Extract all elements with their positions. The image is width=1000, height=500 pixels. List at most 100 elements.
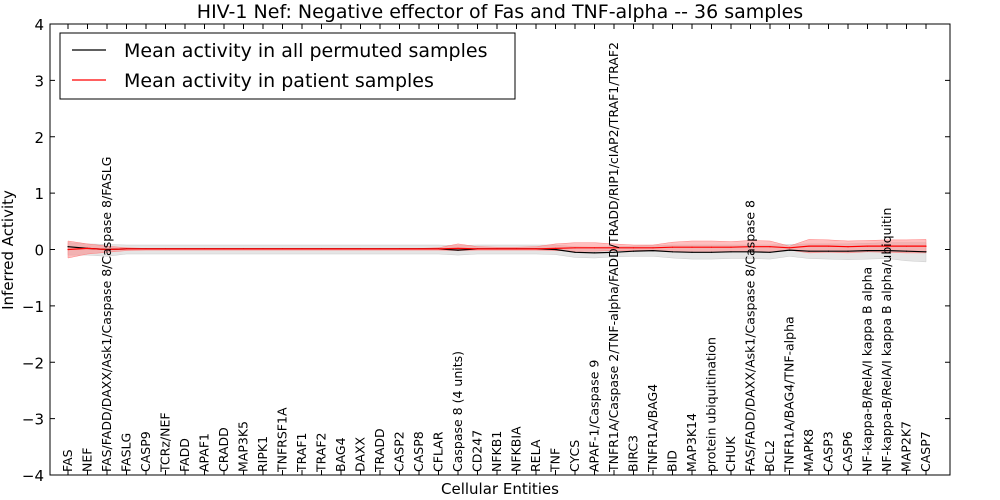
- data-point: [223, 248, 225, 250]
- y-tick-label: 3: [34, 72, 44, 90]
- x-tick-label: CYCS: [567, 440, 582, 472]
- data-point: [145, 248, 147, 250]
- chart-title: HIV-1 Nef: Negative effector of Fas and …: [197, 1, 803, 23]
- data-point: [632, 250, 635, 252]
- data-point: [301, 248, 303, 250]
- x-tick-label: CRADD: [216, 427, 231, 472]
- x-tick-label: RELA: [528, 439, 543, 472]
- x-tick-label: CASP6: [840, 431, 855, 472]
- x-tick-label: MAP2K7: [899, 421, 914, 472]
- x-tick-label: NFKBIA: [509, 426, 524, 472]
- data-point: [886, 245, 888, 247]
- x-tick-label: APAF-1/Caspase 9: [587, 360, 602, 472]
- x-tick-label: DAXX: [353, 436, 368, 472]
- data-point: [652, 250, 654, 252]
- data-point: [67, 246, 69, 248]
- data-point: [262, 248, 264, 250]
- x-tick-label: APAF1: [197, 433, 212, 472]
- data-point: [632, 247, 635, 249]
- data-point: [730, 246, 732, 248]
- data-point: [925, 245, 927, 247]
- x-tick-label: CASP8: [411, 431, 426, 472]
- data-point: [203, 248, 206, 250]
- data-point: [496, 248, 498, 250]
- tick-marks: [50, 23, 950, 476]
- data-point: [847, 250, 849, 252]
- x-axis-label: Cellular Entities: [441, 480, 559, 498]
- y-tick-labels: −4 −3 −2 −1 0 1 2 3 4: [22, 16, 44, 485]
- x-tick-label: TRADD: [372, 428, 387, 473]
- data-point: [418, 248, 420, 250]
- data-point: [398, 248, 401, 250]
- y-tick-label: 4: [34, 16, 44, 34]
- x-tick-label: RIPK1: [255, 436, 270, 472]
- x-tick-label: TNFR1A/BAG4: [645, 384, 660, 473]
- plot-frame: [49, 23, 951, 476]
- data-point: [437, 248, 440, 250]
- data-point: [710, 246, 713, 248]
- x-tick-label: MAP3K14: [684, 413, 699, 472]
- data-point: [574, 251, 576, 253]
- x-tick-label: CASP7: [918, 431, 933, 472]
- x-tick-label: CD247: [470, 430, 485, 472]
- x-tick-label: BCL2: [762, 440, 777, 472]
- x-tick-label: TRAF1: [294, 432, 309, 473]
- x-tick-label: CASP9: [138, 431, 153, 472]
- data-point: [769, 251, 771, 253]
- legend: Mean activity in all permuted samples Me…: [59, 32, 516, 100]
- data-point: [847, 246, 849, 248]
- data-point: [554, 247, 557, 249]
- series-lines: [67, 245, 927, 254]
- x-tick-label: TNFR1A/BAG4/TNF-alpha: [782, 316, 797, 473]
- data-point: [710, 251, 713, 253]
- x-tick-label: FAS/FADD/DAXX/Ask1/Caspase 8/Caspase 8: [743, 200, 758, 472]
- y-tick-label: −1: [22, 298, 44, 316]
- data-point: [866, 245, 869, 247]
- data-point: [925, 251, 927, 253]
- x-tick-label: NF-kappa-B/RelA/I kappa B alpha: [860, 267, 875, 472]
- x-tick-label: TNFRSF1A: [275, 407, 290, 473]
- data-point: [593, 252, 596, 254]
- data-point: [886, 250, 888, 252]
- data-point: [613, 247, 615, 249]
- data-point: [769, 246, 771, 248]
- y-tick-label: 0: [34, 242, 44, 260]
- data-point: [476, 248, 479, 250]
- data-point: [866, 250, 869, 252]
- data-point: [613, 251, 615, 253]
- data-point: [164, 248, 167, 250]
- legend-label-patient: Mean activity in patient samples: [124, 70, 434, 92]
- y-tick-label: −3: [22, 411, 44, 429]
- x-tick-label: BAG4: [333, 437, 348, 472]
- x-tick-label: protein ubiquitination: [704, 337, 719, 472]
- x-tick-label: CASP2: [392, 431, 407, 472]
- legend-box: [59, 32, 516, 100]
- data-point: [379, 248, 381, 250]
- y-tick-label: 1: [34, 185, 44, 203]
- x-tick-label: TRAF2: [314, 432, 329, 473]
- x-tick-label: MAP3K5: [236, 421, 251, 472]
- x-tick-label: Caspase 8 (4 units): [450, 351, 465, 472]
- x-tick-label: BIRC3: [626, 435, 641, 472]
- data-point: [184, 248, 186, 250]
- data-point: [905, 250, 908, 252]
- x-tick-label: NEF: [80, 448, 95, 472]
- x-tick-label: CFLAR: [431, 431, 446, 472]
- data-point: [106, 248, 108, 251]
- x-tick-label: BID: [665, 450, 680, 472]
- data-point: [515, 248, 518, 250]
- x-tick-label: TNF: [548, 448, 563, 473]
- y-axis-label: Inferred Activity: [0, 190, 17, 310]
- y-tick-label: −4: [22, 467, 44, 485]
- x-tick-label: TNFR1A/Caspase 2/TNF-alpha/FADD/TRADD/RI…: [606, 42, 621, 473]
- data-point: [593, 247, 596, 249]
- data-point: [788, 247, 791, 249]
- data-point: [808, 245, 810, 247]
- y-tick-label: −2: [22, 354, 44, 372]
- data-point: [788, 249, 791, 251]
- data-point: [730, 251, 732, 253]
- x-tick-label: NFKB1: [489, 431, 504, 472]
- data-point: [691, 251, 693, 253]
- data-point: [86, 247, 89, 249]
